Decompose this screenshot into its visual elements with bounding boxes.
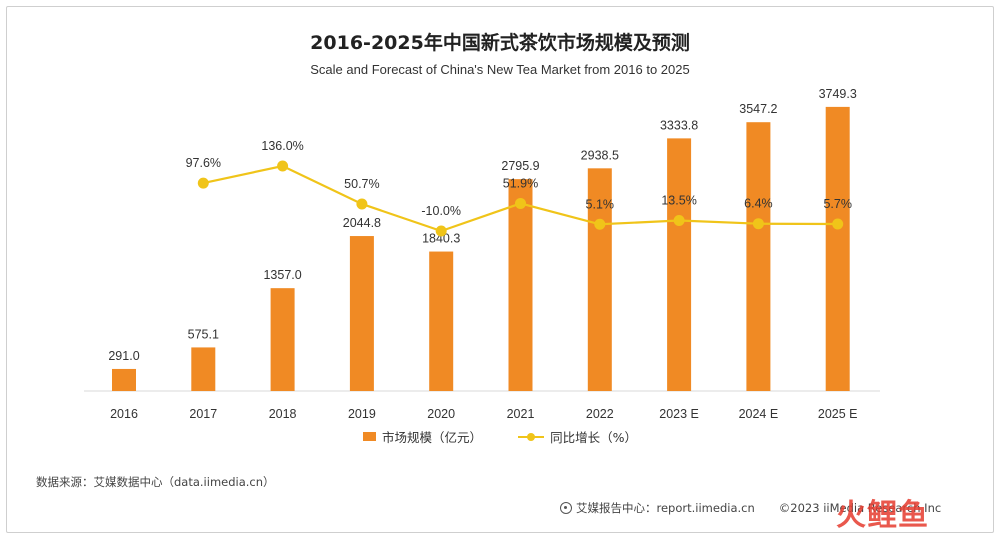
growth-point-2018: [277, 160, 289, 172]
x-tick-2024E: 2024 E: [739, 407, 779, 421]
x-tick-2018: 2018: [269, 407, 297, 421]
x-tick-2023E: 2023 E: [659, 407, 699, 421]
growth-label-2025E: 5.7%: [823, 197, 852, 211]
bar-label-2024E: 3547.2: [739, 102, 777, 116]
growth-label-2022: 5.1%: [586, 197, 615, 211]
legend-bar-swatch: [363, 432, 377, 441]
bar-2020: [429, 251, 454, 391]
bar-label-2025E: 3749.3: [819, 87, 857, 101]
growth-point-2022: [594, 218, 606, 230]
x-tick-2017: 2017: [189, 407, 217, 421]
growth-label-2017: 97.6%: [186, 156, 221, 170]
bar-2025E: [825, 106, 850, 391]
growth-point-2025E: [832, 218, 844, 230]
bar-label-2019: 2044.8: [343, 216, 381, 230]
growth-label-2019: 50.7%: [344, 177, 379, 191]
chart-legend: 市场规模（亿元） 同比增长（%）: [0, 427, 1000, 446]
bar-label-2016: 291.0: [108, 349, 139, 363]
legend-item-growth: 同比增长（%）: [518, 427, 637, 446]
bar-label-2022: 2938.5: [581, 148, 619, 162]
legend-line-swatch: [518, 432, 545, 442]
bar-2019: [349, 236, 374, 391]
bar-label-2021: 2795.9: [501, 159, 539, 173]
bar-2022: [587, 168, 612, 391]
bar-2018: [270, 288, 295, 391]
report-center-icon: [560, 502, 572, 514]
growth-label-2018: 136.0%: [261, 139, 303, 153]
x-tick-2025E: 2025 E: [818, 407, 858, 421]
footer-copyright: ©2023 iiMedia Research Inc: [778, 501, 942, 515]
footer: 艾媒报告中心：report.iimedia.cn ©2023 iiMedia R…: [560, 500, 941, 516]
growth-point-2019: [356, 198, 368, 210]
x-tick-2019: 2019: [348, 407, 376, 421]
x-tick-2021: 2021: [507, 407, 535, 421]
growth-label-2024E: 6.4%: [744, 197, 773, 211]
legend-label-market-size: 市场规模（亿元）: [382, 430, 483, 445]
chart-subtitle: Scale and Forecast of China's New Tea Ma…: [310, 62, 690, 77]
bar-2016: [112, 368, 136, 391]
growth-label-2020: -10.0%: [421, 204, 461, 218]
x-tick-2020: 2020: [427, 407, 455, 421]
bar-label-2023E: 3333.8: [660, 118, 698, 132]
bar-label-2017: 575.1: [188, 327, 219, 341]
watermark-logo: 火鲤鱼: [836, 498, 929, 533]
growth-point-2023E: [673, 215, 685, 227]
data-source: 数据来源：艾媒数据中心（data.iimedia.cn）: [36, 475, 275, 489]
legend-item-market-size: 市场规模（亿元）: [363, 427, 482, 446]
bar-2017: [191, 347, 216, 391]
x-tick-2016: 2016: [110, 407, 138, 421]
bar-label-2020: 1840.3: [422, 232, 460, 246]
footer-report: 艾媒报告中心：report.iimedia.cn: [576, 501, 755, 515]
bar-label-2018: 1357.0: [263, 268, 301, 282]
bar-2021: [508, 179, 533, 391]
growth-label-2023E: 13.5%: [661, 194, 696, 208]
growth-point-2024E: [752, 218, 764, 230]
chart-title: 2016-2025年中国新式茶饮市场规模及预测: [310, 32, 690, 54]
bar-2023E: [667, 138, 692, 391]
growth-point-2017: [197, 177, 209, 189]
growth-point-2020: [435, 225, 447, 237]
growth-label-2021: 51.9%: [503, 176, 538, 190]
growth-point-2021: [515, 197, 526, 209]
x-tick-2022: 2022: [586, 407, 614, 421]
legend-label-growth: 同比增长（%）: [550, 430, 637, 445]
bar-2024E: [746, 122, 771, 392]
